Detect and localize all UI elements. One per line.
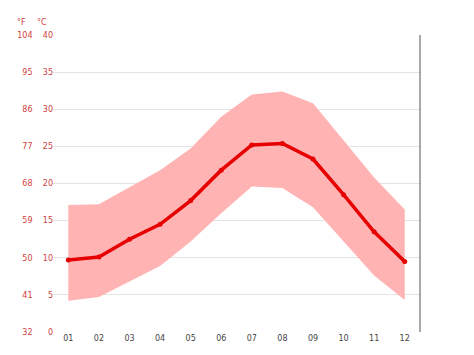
svg-text:77: 77 [22, 142, 32, 151]
svg-text:04: 04 [155, 334, 165, 343]
svg-text:95: 95 [22, 68, 32, 77]
svg-text:0: 0 [48, 328, 53, 337]
svg-text:15: 15 [43, 216, 53, 225]
svg-text:104: 104 [17, 31, 32, 40]
svg-text:02: 02 [94, 334, 104, 343]
svg-text:11: 11 [369, 334, 379, 343]
svg-text:10: 10 [43, 254, 53, 263]
svg-text:20: 20 [43, 179, 53, 188]
svg-text:41: 41 [22, 291, 32, 300]
svg-text:35: 35 [43, 68, 53, 77]
svg-text:03: 03 [124, 334, 134, 343]
svg-text:5: 5 [48, 291, 53, 300]
svg-text:07: 07 [247, 334, 257, 343]
svg-text:06: 06 [216, 334, 226, 343]
svg-text:59: 59 [22, 216, 32, 225]
svg-text:°C: °C [37, 18, 47, 27]
svg-text:50: 50 [22, 254, 32, 263]
svg-text:30: 30 [43, 105, 53, 114]
svg-text:08: 08 [277, 334, 287, 343]
svg-text:25: 25 [43, 142, 53, 151]
svg-text:32: 32 [22, 328, 32, 337]
svg-text:09: 09 [308, 334, 318, 343]
svg-text:10: 10 [338, 334, 348, 343]
svg-text:01: 01 [63, 334, 73, 343]
svg-text:40: 40 [43, 31, 53, 40]
svg-text:86: 86 [22, 105, 32, 114]
svg-text:05: 05 [186, 334, 196, 343]
svg-text:12: 12 [400, 334, 410, 343]
svg-text:°F: °F [17, 18, 26, 27]
svg-text:68: 68 [22, 179, 32, 188]
